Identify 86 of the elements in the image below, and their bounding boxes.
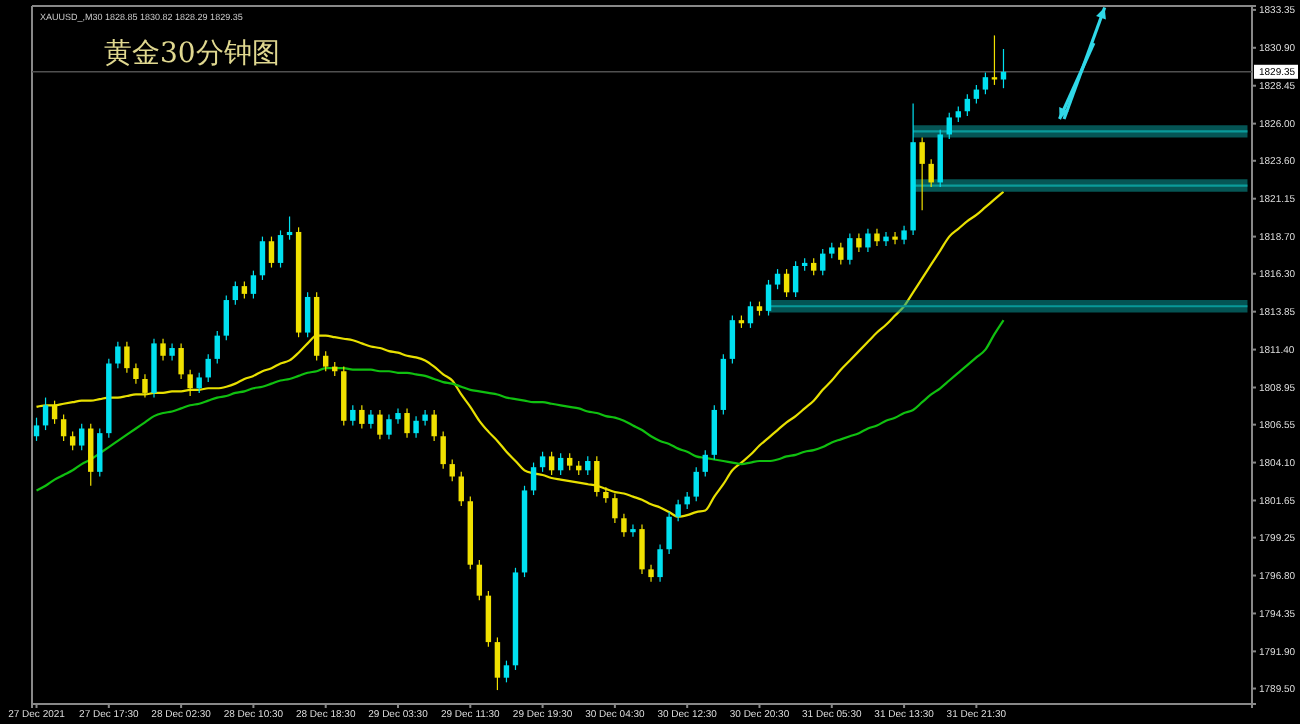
candlestick [160,338,166,362]
candlestick [847,232,853,266]
candlestick [937,129,943,188]
candlestick [1000,48,1007,89]
candlestick [865,228,871,253]
candlestick [557,452,564,476]
candlestick [223,294,230,341]
candlestick [178,342,184,380]
candlestick [250,270,257,300]
line-series [35,190,1005,518]
candlestick [874,228,880,247]
candlestick [304,291,311,338]
candlestick [603,486,609,504]
candlestick [973,84,980,105]
candlestick [431,409,437,442]
candlestick [196,372,202,394]
text: 黄金30分钟图 [104,38,280,70]
candlestick [124,341,130,374]
candlestick [503,660,510,683]
candlestick [88,423,94,487]
candlestick [747,301,754,329]
candlestick [991,34,998,86]
candlestick [350,404,356,427]
candlestick [377,409,383,440]
candlestick [359,404,365,430]
candlestick [115,341,121,369]
candlestick [60,413,67,442]
candlestick [982,71,989,95]
candlestick [322,350,329,372]
candlestick [69,431,76,451]
candlestick [404,407,410,439]
candlestick [440,431,446,470]
candlestick [765,279,772,317]
candlestick [639,523,645,575]
candlestick [946,112,952,140]
candlestick [458,471,464,507]
candlestick [395,407,401,425]
candlestick [97,427,103,478]
candlestick [530,461,537,496]
candlestick [42,396,49,431]
candlestick [485,590,492,648]
candlestick [928,158,934,188]
candlestick [792,260,799,298]
candlestick [774,268,781,290]
candlestick [368,409,374,430]
candlestick [666,511,672,555]
candlestick [693,466,699,502]
candlestick [892,231,898,245]
candlestick [476,559,483,601]
candlestick [33,417,40,442]
candlestick [856,232,862,253]
candlestick [675,499,681,522]
candlestick [630,523,636,538]
candlestick [838,242,844,266]
candlestick [449,458,455,482]
candlestick [232,280,239,306]
candlestick [594,455,600,498]
candlestick [268,236,275,269]
candlestick [621,513,627,538]
candlestick [386,413,392,440]
candlestick [585,455,591,476]
candlestick [964,93,971,117]
candlestick [214,330,220,365]
candlestick [422,409,428,427]
candlestick [51,400,58,425]
candlestick [142,373,148,399]
candlestick [820,248,826,276]
candlestick [711,404,718,461]
candlestick [539,451,546,473]
candlestick [548,451,555,476]
candlestick [187,369,193,397]
candlestick [919,136,925,211]
candlestick [657,543,663,583]
candlestick [78,423,85,451]
candlestick [413,415,419,439]
candlestick [729,314,736,365]
candlestick [133,362,139,385]
candlestick [259,236,266,281]
candlestick [169,342,175,362]
candlestick [648,564,654,583]
candlestick [277,229,284,269]
candlestick [702,449,708,478]
candlestick [901,225,907,245]
candlestick [494,636,501,691]
line-series [35,319,1005,492]
candlestick [883,231,889,247]
